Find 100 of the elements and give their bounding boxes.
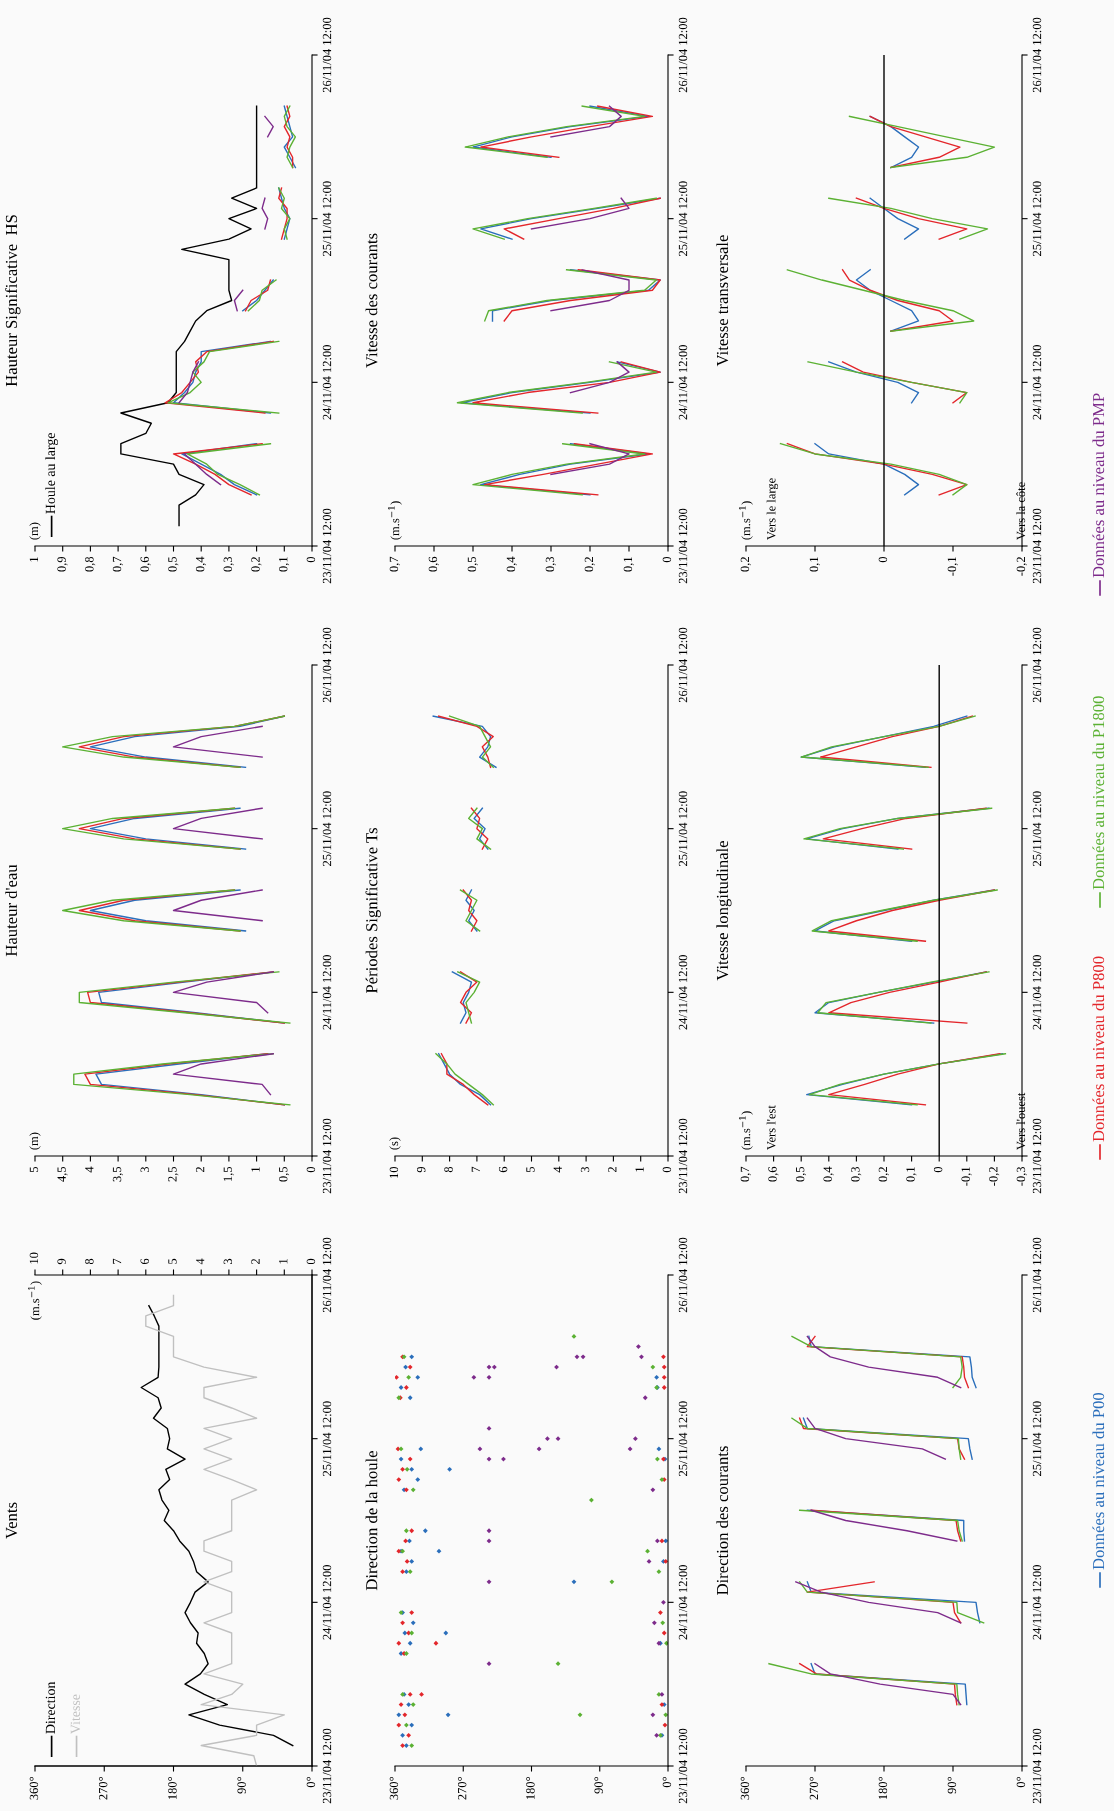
text: Vitesse: [70, 1694, 81, 1734]
x-tick-label: 0,4: [823, 1166, 834, 1182]
y-tick-label: 25/11/04 12:00: [678, 791, 688, 866]
x-tick-label: 0,5: [467, 556, 478, 572]
x-tick-label: 0,2: [740, 557, 751, 572]
x-tick-label: 0,3: [223, 556, 234, 572]
x-tick-label: 2,5: [168, 1166, 179, 1182]
y-tick-label: 25/11/04 12:00: [322, 1401, 332, 1476]
annotation: (m.s$^{−1}$): [739, 1111, 753, 1150]
x2-tick-label: 3: [223, 1258, 233, 1264]
x-tick-label: 0,5: [278, 1166, 290, 1182]
x-tick-label: 180°: [878, 1777, 888, 1800]
x-tick-label: 9: [417, 1166, 426, 1173]
y-tick-label: 26/11/04 12:00: [1032, 17, 1042, 93]
x-tick-label: 0,1: [623, 557, 634, 572]
x-tick-label: 1,5: [223, 1166, 234, 1181]
annotation: (m): [29, 522, 41, 540]
y-tick-label: 25/11/04 12:00: [322, 791, 332, 866]
y-tick-label: 23/11/04 12:00: [322, 1118, 332, 1194]
x-tick-label: 360°: [29, 1777, 39, 1800]
x-tick-label: 0°: [662, 1777, 672, 1788]
x2-tick-label: 4: [195, 1258, 205, 1265]
x2-tick-label: 6: [140, 1258, 149, 1265]
x-tick-label: 0,7: [389, 556, 400, 572]
x-tick-label: 1: [29, 557, 39, 562]
x2-tick-label: 7: [112, 1258, 122, 1264]
text: Données au niveau du PMP: [1092, 393, 1105, 578]
x2-axis-title: (m.s$^{−1}$): [28, 1281, 42, 1320]
x-tick-label: 0,7: [112, 556, 124, 572]
y-tick-label: 26/11/04 12:00: [678, 1237, 688, 1313]
y-tick-label: 26/11/04 12:00: [1032, 1237, 1042, 1313]
x-tick-label: 0,3: [851, 1166, 862, 1182]
x-tick-label: 0,2: [251, 557, 262, 572]
x-tick-label: 0,5: [795, 1166, 807, 1182]
text: Vents: [5, 1502, 18, 1539]
x-tick-label: 180°: [526, 1777, 535, 1800]
x-tick-label: -0,1: [947, 557, 958, 576]
y-tick-label: 24/11/04 12:00: [678, 1565, 688, 1640]
x-tick-label: 1: [251, 1167, 260, 1172]
x2-tick-label: 0: [306, 1258, 316, 1265]
x-tick-label: 90°: [237, 1777, 246, 1794]
x2-tick-label: 8: [85, 1258, 94, 1265]
x-tick-label: 2: [608, 1167, 617, 1173]
x-tick-label: 0,9: [57, 556, 68, 572]
x-tick-label: 4,5: [57, 1166, 68, 1182]
text: Données au niveau du P800: [1092, 956, 1105, 1142]
text: Houle au large: [45, 433, 58, 514]
x-tick-label: 3: [580, 1166, 590, 1173]
y-tick-label: 26/11/04 12:00: [678, 627, 688, 703]
y-tick-label: 25/11/04 12:00: [678, 181, 688, 256]
x-tick-label: 0: [878, 556, 888, 563]
x-tick-label: 0°: [306, 1777, 316, 1788]
x-tick-label: 0,6: [428, 556, 439, 572]
y-tick-label: 23/11/04 12:00: [1032, 1118, 1042, 1194]
x-tick-label: 4: [85, 1166, 94, 1173]
annotation: Vers la côte: [1016, 482, 1026, 540]
x-tick-label: 270°: [457, 1777, 467, 1800]
x-tick-label: 6: [498, 1166, 508, 1173]
x2-tick-label: 1: [279, 1259, 288, 1264]
text: Données au niveau du P1800: [1092, 696, 1105, 890]
x-tick-label: 0,5: [168, 556, 179, 572]
y-tick-label: 26/11/04 12:00: [322, 17, 332, 93]
x-tick-label: 0,2: [584, 557, 595, 572]
x-tick-label: -0,3: [1016, 1166, 1027, 1186]
y-tick-label: 25/11/04 12:00: [678, 1401, 688, 1476]
y-tick-label: 23/11/04 12:00: [678, 508, 688, 584]
y-tick-label: 26/11/04 12:00: [1032, 627, 1042, 703]
text: Hauteur Significative HS: [5, 215, 21, 387]
x-tick-label: 0,1: [278, 557, 290, 572]
y-tick-label: 25/11/04 12:00: [1032, 791, 1042, 866]
x-tick-label: 0,8: [85, 556, 96, 572]
y-tick-label: 24/11/04 12:00: [322, 345, 332, 420]
x-tick-label: 0,4: [195, 556, 207, 572]
y-tick-label: 23/11/04 12:00: [1032, 1728, 1042, 1804]
x-tick-label: 0: [306, 1166, 316, 1173]
y-tick-label: 24/11/04 12:00: [1032, 1565, 1042, 1640]
x-tick-label: 0,7: [740, 1166, 751, 1182]
text: Hauteur d'eau: [5, 864, 18, 957]
x-tick-label: 2: [195, 1167, 205, 1173]
x-tick-label: 270°: [98, 1777, 108, 1800]
text: Données au niveau du P00: [1092, 1392, 1105, 1570]
x-tick-label: 270°: [809, 1777, 819, 1800]
x-tick-label: 8: [444, 1166, 453, 1173]
text: Direction: [45, 1681, 56, 1734]
y-tick-label: 24/11/04 12:00: [678, 345, 688, 420]
annotation: Vers l'ouest: [1016, 1092, 1026, 1150]
text: Vitesse des courants: [365, 233, 378, 368]
y-tick-label: 24/11/04 12:00: [322, 1565, 332, 1640]
x-tick-label: 360°: [740, 1777, 750, 1800]
x-tick-label: 4: [553, 1166, 562, 1173]
x-tick-label: 90°: [594, 1777, 603, 1794]
x-tick-label: 360°: [389, 1777, 399, 1800]
x-tick-label: -0,2: [989, 1167, 1000, 1186]
text: Direction des courants: [716, 1446, 729, 1595]
x2-tick-label: 2: [251, 1259, 260, 1265]
x-tick-label: 3: [140, 1166, 149, 1173]
y-tick-label: 23/11/04 12:00: [322, 508, 332, 584]
y-tick-label: 24/11/04 12:00: [322, 955, 332, 1030]
y-tick-label: 25/11/04 12:00: [1032, 181, 1042, 256]
x-tick-label: 0,1: [809, 557, 820, 572]
